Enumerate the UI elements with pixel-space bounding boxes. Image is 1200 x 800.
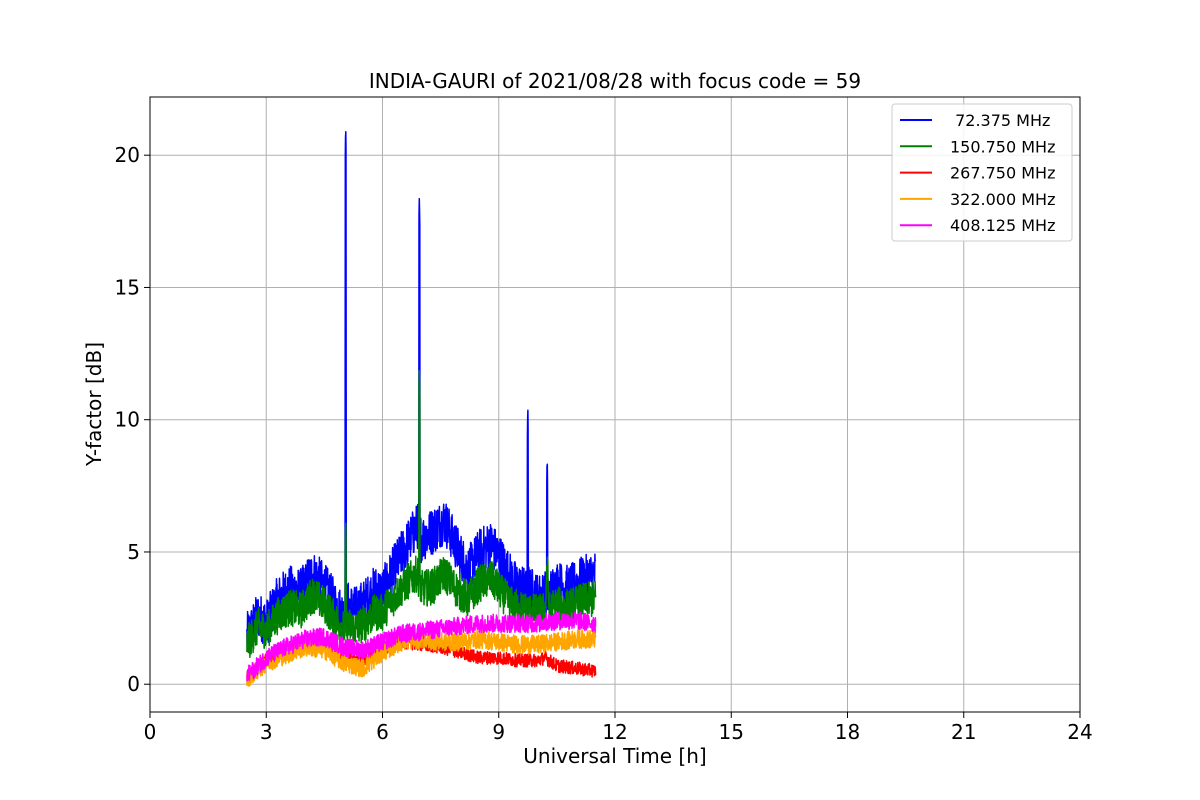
y-tick-label: 15 — [115, 275, 140, 299]
x-tick-label: 9 — [492, 720, 505, 744]
legend-label: 72.375 MHz — [950, 111, 1050, 130]
x-tick-label: 18 — [835, 720, 860, 744]
y-tick-label: 10 — [115, 408, 140, 432]
x-axis: 0 3 6 9 12 15 18 21 24 — [144, 712, 1093, 744]
y-axis-label: Y-factor [dB] — [82, 342, 106, 467]
y-tick-label: 0 — [127, 672, 140, 696]
y-tick-label: 20 — [115, 143, 140, 167]
x-tick-label: 0 — [144, 720, 157, 744]
legend-label: 408.125 MHz — [950, 216, 1055, 235]
x-tick-label: 24 — [1067, 720, 1092, 744]
series-line — [246, 131, 597, 651]
y-axis: 0 5 10 15 20 — [115, 143, 150, 696]
legend: 72.375 MHz 150.750 MHz 267.750 MHz 322.000 … — [891, 103, 1073, 242]
x-tick-label: 21 — [951, 720, 976, 744]
x-axis-label: Universal Time [h] — [523, 744, 706, 768]
series-line — [246, 610, 597, 682]
legend-box — [891, 103, 1073, 242]
x-tick-label: 3 — [260, 720, 273, 744]
chart-title: INDIA-GAURI of 2021/08/28 with focus cod… — [369, 69, 861, 93]
x-tick-label: 6 — [376, 720, 389, 744]
y-tick-label: 5 — [127, 540, 140, 564]
x-tick-label: 15 — [719, 720, 744, 744]
series-layer — [246, 131, 597, 687]
legend-label: 150.750 MHz — [950, 137, 1055, 156]
legend-label: 267.750 MHz — [950, 164, 1055, 183]
legend-label: 322.000 MHz — [950, 190, 1055, 209]
x-tick-label: 12 — [602, 720, 627, 744]
